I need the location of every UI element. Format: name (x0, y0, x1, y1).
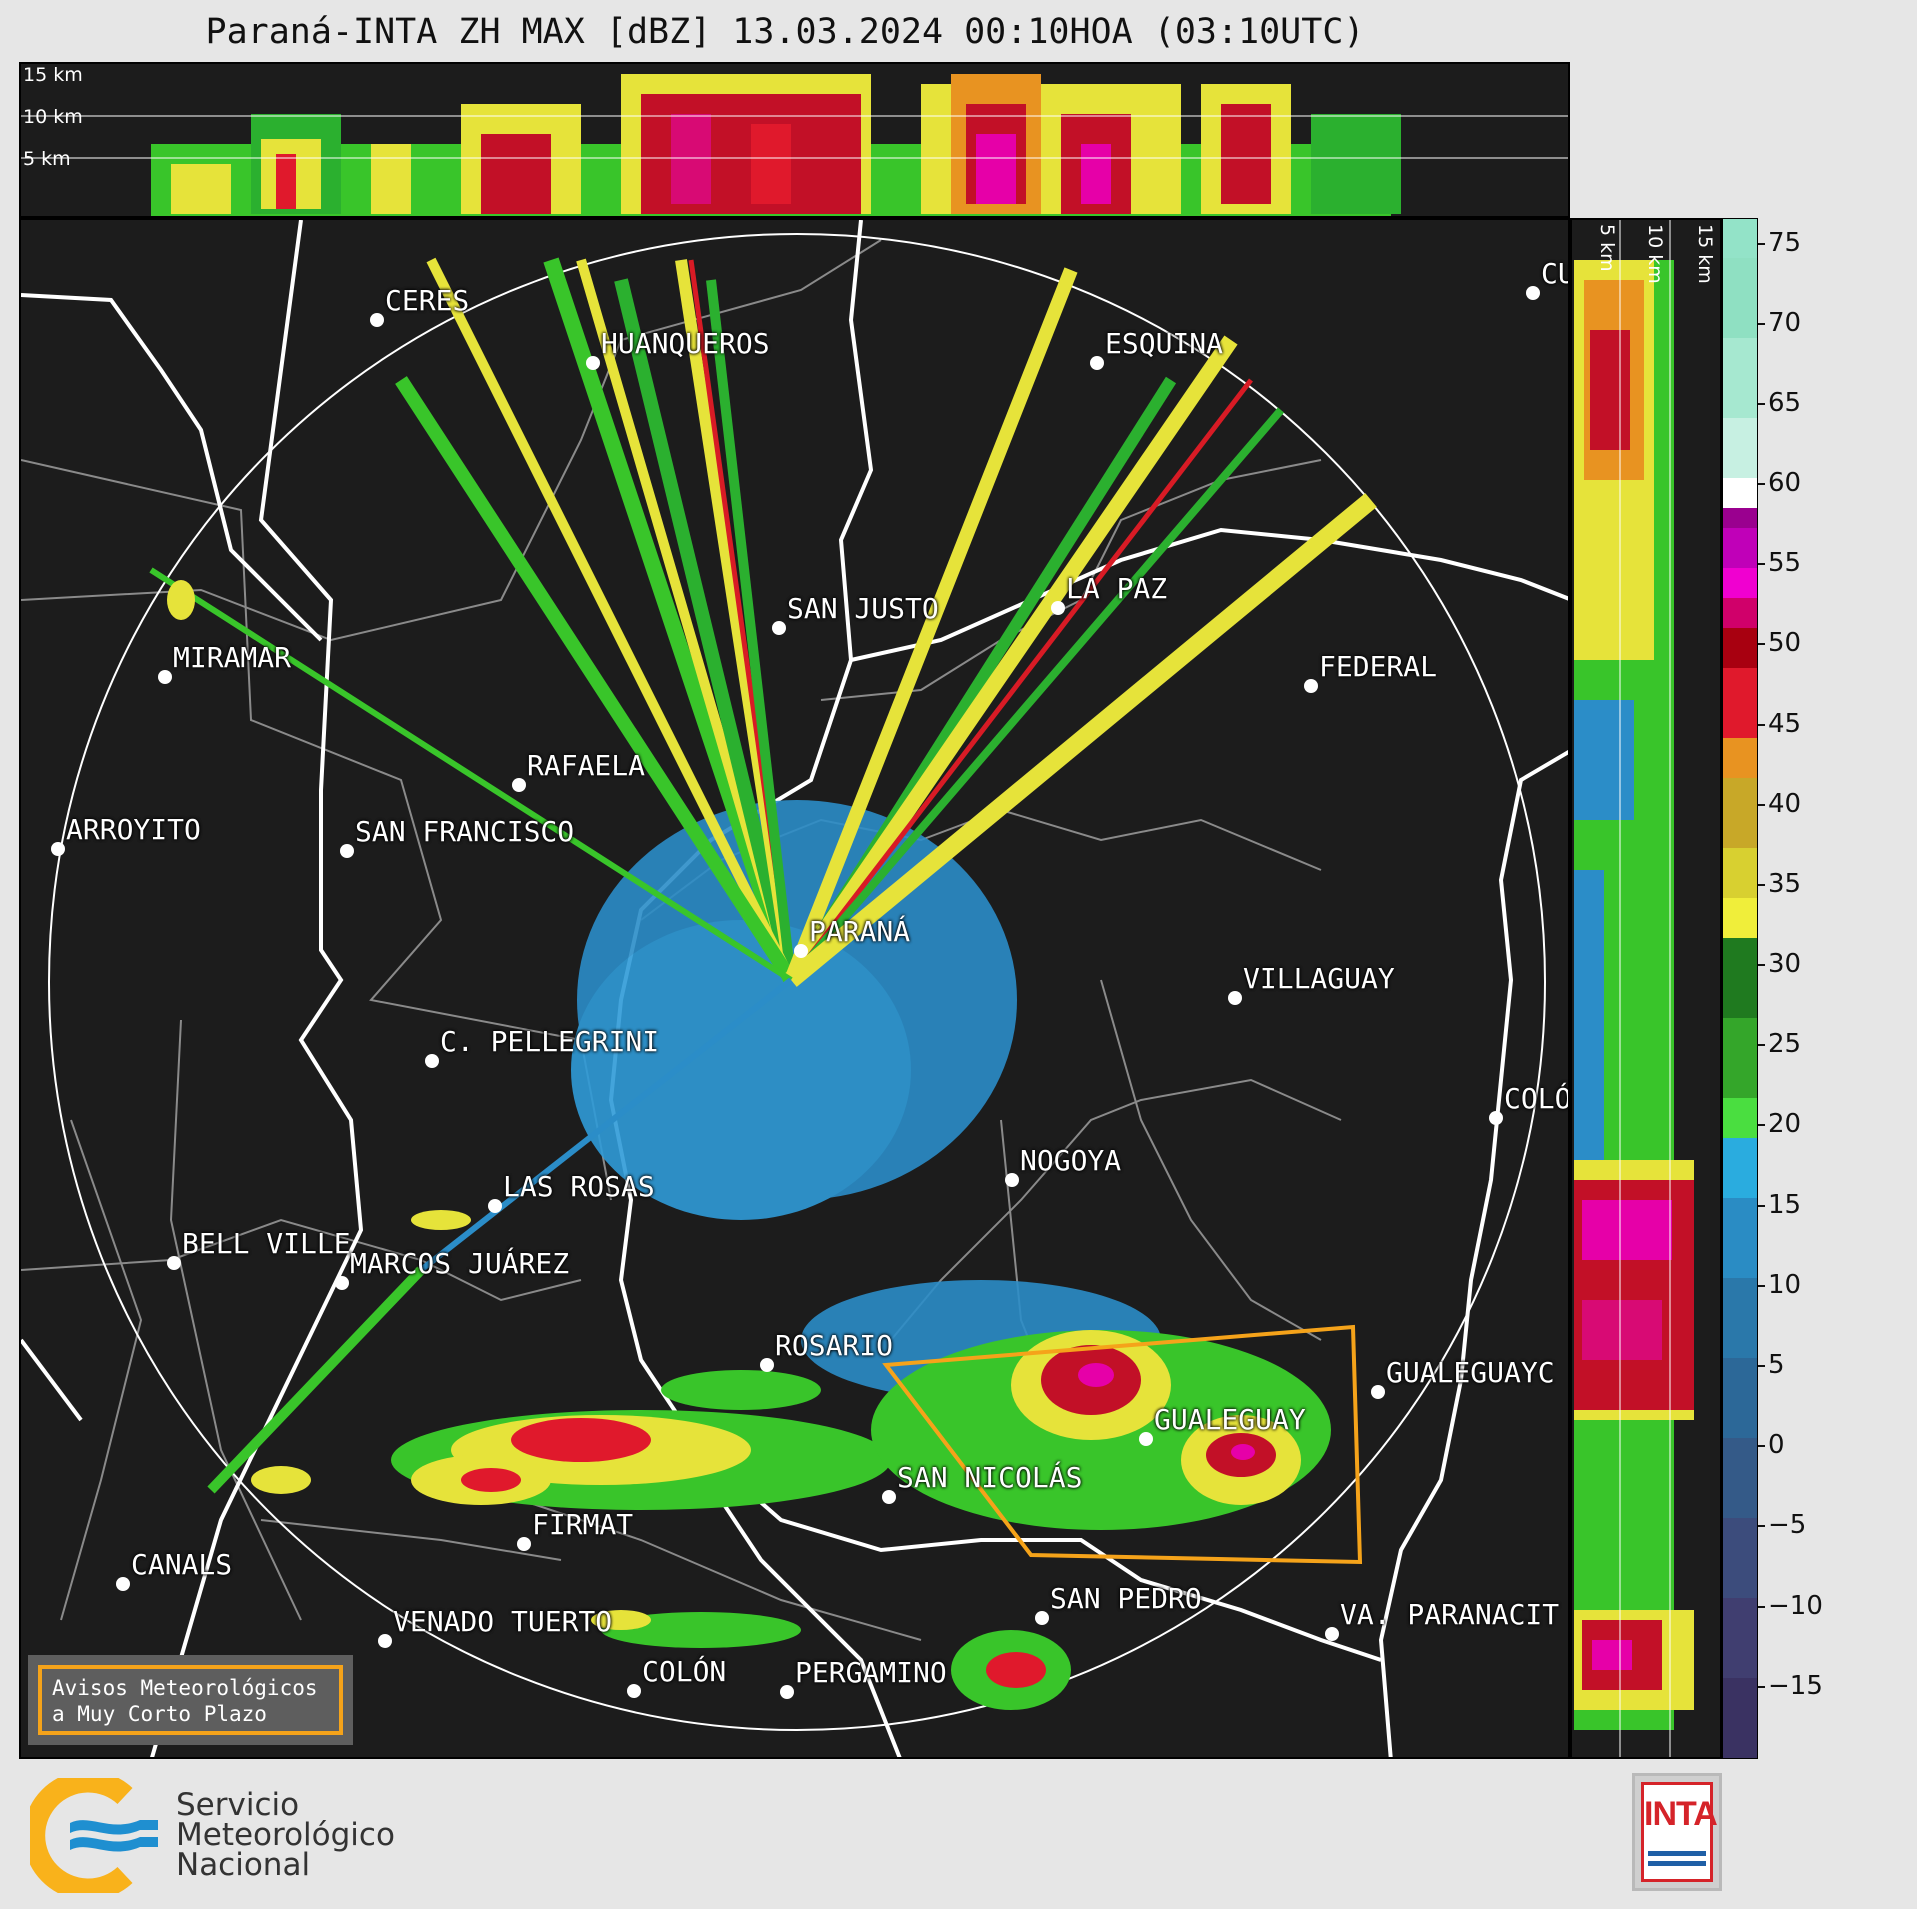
city-label-san-nicolas: SAN NICOLÁS (897, 1461, 1083, 1494)
city-label-esquina: ESQUINA (1105, 327, 1224, 360)
colorbar-segments (1722, 218, 1758, 1759)
smn-logo-text: Servicio Meteorológico Nacional (176, 1787, 395, 1883)
city-markers (51, 286, 1540, 1699)
warning-legend-inner: Avisos Meteorológicos a Muy Corto Plazo (38, 1665, 343, 1735)
warning-legend-line1: Avisos Meteorológicos (52, 1676, 318, 1700)
colorbar-tick-10: 10 (1757, 1270, 1802, 1300)
colorbar-tick-45: 45 (1757, 709, 1802, 739)
inta-logo-bar-1 (1648, 1851, 1706, 1856)
radar-range-ring (48, 233, 1546, 1731)
city-label-parana: PARANÁ (809, 915, 911, 948)
city-label-canals: CANALS (131, 1548, 233, 1581)
city-label-nogoya: NOGOYA (1020, 1144, 1122, 1177)
radar-echo-storms (167, 580, 1331, 1710)
city-label-san-justo: SAN JUSTO (787, 592, 939, 625)
side-profile-graphic (1574, 220, 1694, 1757)
warning-legend-box: Avisos Meteorológicos a Muy Corto Plazo (28, 1655, 353, 1745)
colorbar-graphic (1722, 218, 1758, 1759)
colorbar-tick-40: 40 (1757, 789, 1802, 819)
colorbar-tick-35: 35 (1757, 869, 1802, 899)
city-label-villaguay: VILLAGUAY (1243, 962, 1395, 995)
reflectivity-colorbar (1722, 218, 1758, 1759)
height-label-15km: 15 km (23, 64, 83, 86)
colorbar-tick-25: 25 (1757, 1029, 1802, 1059)
top-vertical-profile: 15 km 10 km 5 km (19, 62, 1570, 218)
radar-map[interactable]: CERES HUANQUEROS ESQUINA CU MIRAMAR SAN … (19, 218, 1570, 1759)
city-label-colon: COLÓN (642, 1655, 727, 1688)
city-label-rosario: ROSARIO (775, 1329, 894, 1362)
top-profile-graphic (21, 74, 1568, 216)
smn-logo-line1: Servicio (176, 1787, 300, 1823)
warning-polygon[interactable] (882, 1324, 1363, 1565)
colorbar-tick-70: 70 (1757, 308, 1802, 338)
city-label-gualeguay: GUALEGUAY (1154, 1403, 1306, 1436)
colorbar-tick-20: 20 (1757, 1109, 1802, 1139)
city-label-san-francisco: SAN FRANCISCO (355, 815, 575, 848)
map-title: Paraná-INTA ZH MAX [dBZ] 13.03.2024 00:1… (205, 12, 1365, 52)
city-label-venado-tuerto: VENADO TUERTO (393, 1605, 613, 1638)
colorbar-tick-15: 15 (1757, 1190, 1802, 1220)
city-label-colo: COLÓ (1504, 1082, 1570, 1115)
city-label-san-pedro: SAN PEDRO (1050, 1582, 1202, 1615)
colorbar-tick-minus15: −15 (1758, 1671, 1823, 1701)
colorbar-tick-minus10: −10 (1758, 1591, 1823, 1621)
colorbar-tick-5: 5 (1758, 1350, 1785, 1380)
city-label-las-rosas: LAS ROSAS (503, 1170, 655, 1203)
city-label-bell-ville: BELL VILLE (182, 1227, 351, 1260)
colorbar-tick-50: 50 (1757, 628, 1802, 658)
side-vertical-profile: 5 km 10 km 15 km (1570, 218, 1722, 1759)
radar-spokes (149, 257, 1377, 1494)
smn-logo-line2: Meteorológico (176, 1817, 395, 1853)
side-height-label-10km: 10 km (1644, 224, 1666, 284)
smn-logo-line3: Nacional (176, 1847, 311, 1883)
city-label-la-paz: LA PAZ (1066, 572, 1168, 605)
inta-logo-bar-2 (1648, 1861, 1706, 1866)
city-label-va-paranacit: VA. PARANACIT (1340, 1598, 1560, 1631)
height-label-10km: 10 km (23, 106, 83, 128)
side-height-label-5km: 5 km (1596, 224, 1618, 272)
radar-map-graphic (21, 220, 1568, 1757)
warning-legend-line2: a Muy Corto Plazo (52, 1702, 267, 1726)
inta-logo: INTA (1632, 1773, 1722, 1891)
city-label-ceres: CERES (385, 284, 470, 317)
city-label-marcos-juarez: MARCOS JUÁREZ (350, 1247, 570, 1280)
city-label-miramar: MIRAMAR (173, 641, 292, 674)
city-label-firmat: FIRMAT (532, 1508, 634, 1541)
inta-logo-inner: INTA (1641, 1782, 1718, 1882)
side-height-label-15km: 15 km (1694, 224, 1716, 284)
city-label-rafaela: RAFAELA (527, 749, 646, 782)
top-profile-echoes (151, 74, 1401, 216)
city-label-huanqueros: HUANQUEROS (601, 327, 770, 360)
colorbar-tick-65: 65 (1757, 388, 1802, 418)
city-label-cu: CU (1541, 257, 1568, 290)
colorbar-tick-55: 55 (1757, 548, 1802, 578)
colorbar-tick-75: 75 (1757, 228, 1802, 258)
colorbar-tick-30: 30 (1757, 949, 1802, 979)
colorbar-tick-minus5: −5 (1757, 1510, 1807, 1540)
city-label-arroyito: ARROYITO (66, 813, 201, 846)
colorbar-tick-0: 0 (1758, 1430, 1785, 1460)
city-label-pergamino: PERGAMINO (795, 1656, 947, 1689)
city-label-c-pellegrini: C. PELLEGRINI (440, 1025, 660, 1058)
side-profile-echoes (1574, 260, 1694, 1730)
city-label-federal: FEDERAL (1319, 650, 1438, 683)
colorbar-tick-60: 60 (1757, 468, 1802, 498)
height-label-5km: 5 km (23, 148, 71, 170)
smn-logo-icon (30, 1778, 158, 1893)
city-label-gualeguayc: GUALEGUAYC (1386, 1356, 1555, 1389)
inta-logo-text: INTA (1644, 1795, 1718, 1833)
